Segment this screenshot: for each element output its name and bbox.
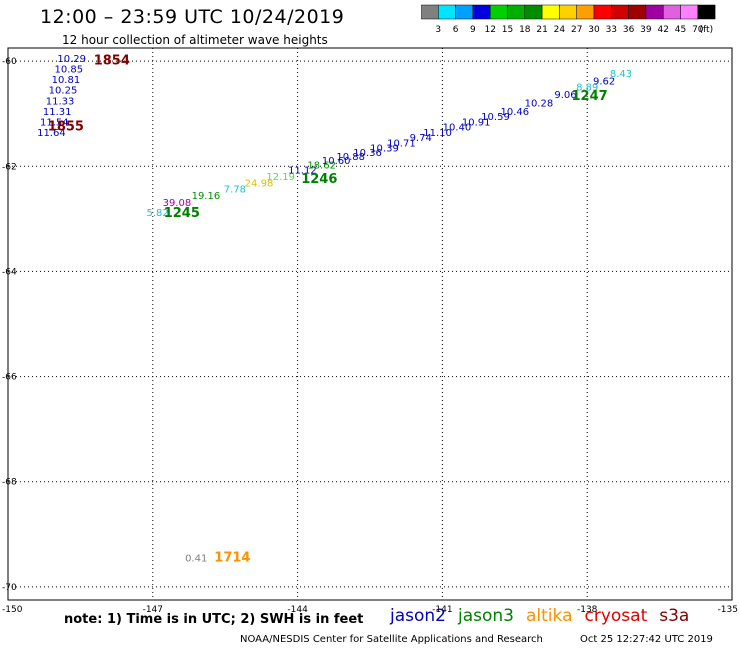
satellite-legend: jason2 jason3 altika cryosat s3a — [390, 606, 701, 626]
legend-label: 36 — [623, 25, 635, 35]
wave-height-value: 9.74 — [410, 133, 432, 144]
wave-height-value: 10.36 — [353, 148, 382, 159]
wave-height-value: 10.28 — [525, 98, 554, 109]
wave-height-value: 9.06 — [554, 90, 576, 101]
units-note: note: 1) Time is in UTC; 2) SWH is in fe… — [64, 612, 364, 627]
legend-label: 24 — [554, 25, 566, 35]
wave-height-value: 10.81 — [52, 75, 81, 86]
wave-height-value: 10.60 — [322, 156, 351, 167]
x-tick-label: -135 — [718, 605, 738, 615]
satellite-jason2: jason2 — [390, 606, 446, 626]
wave-height-value: 24.98 — [245, 178, 274, 189]
legend-swatch — [697, 4, 716, 20]
x-tick-label: -138 — [577, 605, 598, 615]
legend-label: 42 — [657, 25, 668, 35]
pass-time-label: 1855 — [48, 120, 84, 135]
legend-label: 30 — [588, 25, 600, 35]
wave-height-value: 11.12 — [288, 166, 317, 177]
wave-height-value: 10.85 — [54, 65, 83, 76]
pass-time-label: 1246 — [301, 172, 337, 187]
pass-time-label: 1245 — [164, 206, 200, 221]
wave-height-value: 8.43 — [610, 69, 632, 80]
color-scale-legend: 3 6 9 12 15 18 21 24 27 30 33 36 39 42 45 70(ft) — [421, 4, 716, 35]
wave-height-value: 9.62 — [593, 76, 615, 87]
legend-label: 45 — [675, 25, 686, 35]
page-subtitle: 12 hour collection of altimeter wave hei… — [62, 33, 328, 47]
wave-height-value: 11.54 — [40, 117, 69, 128]
satellite-s3a: s3a — [659, 606, 690, 626]
legend-label: 70 — [692, 25, 704, 35]
wave-height-value: 18.62 — [307, 160, 336, 171]
wave-height-value: 10.59 — [481, 112, 510, 123]
legend-label: 27 — [571, 25, 582, 35]
y-tick-label: -64 — [2, 267, 17, 277]
y-tick-label: -70 — [2, 583, 17, 593]
wave-height-value: 10.88 — [336, 152, 365, 163]
pass-time-label: 1714 — [214, 551, 250, 566]
legend-label: 21 — [536, 25, 547, 35]
satellite-cryosat: cryosat — [584, 606, 648, 626]
wave-height-value: 39.08 — [163, 198, 192, 209]
y-tick-label: -60 — [2, 57, 17, 67]
legend-label: 39 — [640, 25, 652, 35]
credit-line: NOAA/NESDIS Center for Satellite Applica… — [240, 634, 543, 645]
legend-label: 15 — [502, 25, 513, 35]
wave-height-value: 5.82 — [146, 208, 168, 219]
legend-label: 9 — [470, 25, 476, 35]
legend-label: 33 — [606, 25, 617, 35]
x-tick-label: -150 — [2, 605, 23, 615]
y-tick-label: -68 — [2, 478, 17, 488]
map-frame — [7, 47, 733, 601]
satellite-jason3: jason3 — [458, 606, 514, 626]
wave-height-value: 8.89 — [576, 83, 598, 94]
generated-timestamp: Oct 25 12:27:42 UTC 2019 — [580, 634, 713, 645]
satellite-altika: altika — [526, 606, 573, 626]
x-tick-label: -144 — [287, 605, 308, 615]
x-tick-label: -147 — [143, 605, 163, 615]
wave-height-value: 10.46 — [500, 107, 529, 118]
wave-height-value: 10.25 — [49, 86, 78, 97]
y-tick-label: -66 — [2, 373, 17, 383]
legend-label: 6 — [453, 25, 459, 35]
legend-label: 12 — [484, 25, 495, 35]
wave-height-value: 12.19 — [266, 172, 295, 183]
pass-time-label: 1854 — [94, 53, 130, 68]
x-tick-label: -141 — [432, 605, 452, 615]
wave-height-value: 7.78 — [224, 185, 246, 196]
wave-height-value: 19.16 — [192, 191, 221, 202]
legend-label: 3 — [435, 25, 441, 35]
pass-time-label: 1247 — [572, 89, 608, 104]
wave-height-value: 10.29 — [57, 54, 86, 65]
wave-height-value: 11.10 — [423, 128, 452, 139]
wave-height-value: 11.31 — [43, 107, 72, 118]
wave-height-value: 10.91 — [462, 117, 491, 128]
legend-unit: (ft) — [700, 25, 714, 35]
wave-height-value: 10.40 — [443, 123, 472, 134]
wave-height-value: 0.41 — [185, 554, 207, 565]
page-title: 12:00 – 23:59 UTC 10/24/2019 — [40, 6, 345, 28]
legend-label: 18 — [519, 25, 531, 35]
y-tick-label: -62 — [2, 162, 17, 172]
wave-height-value: 11.64 — [37, 128, 66, 139]
wave-height-value: 11.33 — [46, 96, 75, 107]
wave-height-value: 10.71 — [387, 138, 416, 149]
wave-height-value: 10.39 — [370, 144, 399, 155]
